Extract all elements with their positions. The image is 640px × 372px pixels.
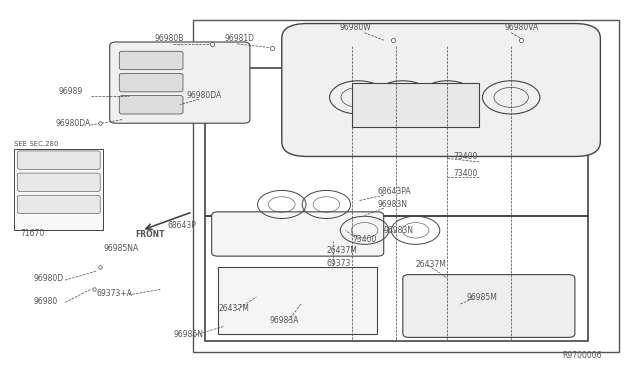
- FancyBboxPatch shape: [109, 42, 250, 123]
- FancyBboxPatch shape: [119, 73, 183, 92]
- Text: 96983N: 96983N: [378, 200, 407, 209]
- Text: 96985NA: 96985NA: [103, 244, 139, 253]
- Text: 71670: 71670: [20, 230, 45, 238]
- FancyBboxPatch shape: [17, 195, 100, 214]
- Text: 73400: 73400: [352, 235, 376, 244]
- Text: 96980DA: 96980DA: [186, 91, 221, 100]
- Text: R9700006: R9700006: [562, 351, 602, 360]
- FancyBboxPatch shape: [218, 267, 378, 334]
- Text: 68643PA: 68643PA: [378, 187, 411, 196]
- Text: 96980VA: 96980VA: [505, 23, 539, 32]
- Text: 96983N: 96983N: [384, 226, 413, 235]
- Text: 26437M: 26437M: [326, 246, 357, 255]
- FancyBboxPatch shape: [282, 23, 600, 157]
- Text: 96983A: 96983A: [269, 316, 298, 325]
- FancyBboxPatch shape: [119, 51, 183, 70]
- Text: 96980D: 96980D: [33, 274, 63, 283]
- FancyBboxPatch shape: [14, 149, 103, 230]
- FancyBboxPatch shape: [17, 151, 100, 169]
- Text: 96981D: 96981D: [225, 34, 255, 43]
- Text: 96985M: 96985M: [467, 293, 497, 302]
- Text: 68643P: 68643P: [167, 221, 196, 230]
- Text: FRONT: FRONT: [135, 230, 164, 239]
- Text: 26437M: 26437M: [218, 304, 249, 313]
- Text: 96989: 96989: [59, 87, 83, 96]
- Text: 96980B: 96980B: [154, 34, 184, 43]
- FancyBboxPatch shape: [212, 212, 384, 256]
- Text: 96980DA: 96980DA: [56, 119, 91, 128]
- FancyBboxPatch shape: [17, 173, 100, 192]
- Text: 73400: 73400: [454, 152, 478, 161]
- Text: 96985N: 96985N: [173, 330, 204, 339]
- Text: 69373+A: 69373+A: [97, 289, 133, 298]
- Text: 96980: 96980: [33, 297, 58, 306]
- Text: SEE SEC.280: SEE SEC.280: [14, 141, 59, 147]
- FancyBboxPatch shape: [352, 83, 479, 127]
- Text: 73400: 73400: [454, 169, 478, 177]
- FancyBboxPatch shape: [119, 96, 183, 114]
- FancyBboxPatch shape: [403, 275, 575, 337]
- Text: 96980W: 96980W: [339, 23, 371, 32]
- Text: 69373: 69373: [326, 259, 351, 268]
- Text: 26437M: 26437M: [415, 260, 447, 269]
